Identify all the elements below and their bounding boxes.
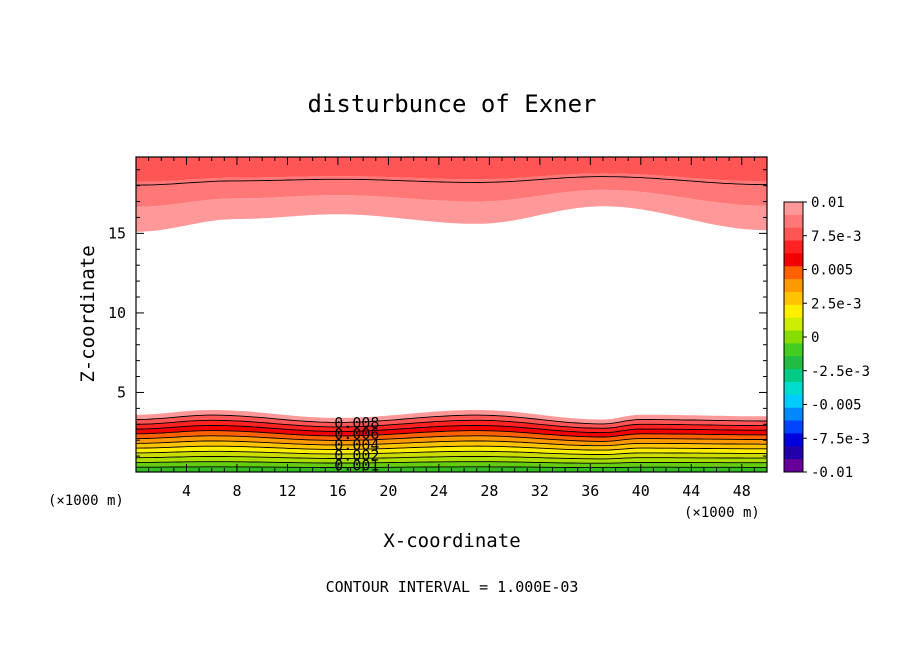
colorbar-label-7: -7.5e-3 [811,431,870,447]
bottom-contour-line-6 [135,440,767,447]
colorbar-swatch-16 [784,407,803,422]
bottom-contour-line-11 [135,414,767,425]
x-tick-label-24: 24 [430,482,448,500]
x-tick-label-44: 44 [682,482,700,500]
chart-title: disturbunce of Exner [308,90,597,118]
x-tick-label-16: 16 [329,482,347,500]
colorbar-swatch-5 [784,266,803,280]
top-band-2 [136,157,767,182]
colorbar-swatch-20 [784,459,803,473]
bottom-band-1 [136,461,767,468]
x-axis-ticks: 4 8 12 16 20 24 28 32 36 40 44 48 [148,157,755,500]
y-axis-ticks: 5 10 15 [108,169,767,457]
contour-label-1: 0.006 [334,425,379,443]
colorbar-label-6: -0.005 [811,398,862,414]
top-contour-line [136,176,767,186]
x-tick-label-36: 36 [581,482,599,500]
colorbar-swatch-14 [784,382,803,396]
bottom-band-4 [136,446,767,455]
colorbar-swatch-13 [784,369,803,383]
top-band-1 [136,173,767,207]
bottom-contour-line-5 [136,445,767,451]
colorbar-swatch-11 [784,343,803,357]
x-tick-label-32: 32 [531,482,549,500]
x-axis-unit-right: (×1000 m) [684,505,760,521]
colorbar-swatch-1 [784,214,803,229]
colorbar-swatch-19 [784,446,803,460]
colorbar-swatch-8 [784,304,803,319]
colorbar-swatch-6 [784,279,803,293]
top-band-0 [136,189,767,232]
bottom-band-11 [136,410,767,424]
contour-label-3: 0.002 [334,447,379,465]
bottom-contour-line-2 [135,461,767,464]
bottom-band-5 [136,441,767,451]
bottom-contour-line-4 [136,450,767,455]
colorbar-swatch-3 [784,240,803,254]
x-tick-label-8: 8 [232,482,241,500]
colorbar-swatch-10 [784,330,803,344]
colorbar-label-0: 0.01 [811,195,845,211]
colorbar-label-3: 2.5e-3 [811,296,862,312]
contour-label-2: 0.004 [334,436,379,454]
bottom-contour-line-10 [135,419,767,429]
colorbar-swatch-7 [784,292,803,306]
x-tick-label-48: 48 [733,482,751,500]
x-tick-label-28: 28 [480,482,498,500]
bottom-contour-line-8 [136,430,767,438]
colorbar-swatch-4 [784,253,803,267]
x-tick-label-20: 20 [379,482,397,500]
colorbar-label-5: -2.5e-3 [811,364,870,380]
bottom-contour-line-1 [136,466,767,469]
x-axis-label: X-coordinate [383,530,520,552]
colorbar-swatch-0 [784,202,803,216]
colorbar-label-2: 0.005 [811,263,853,279]
bottom-contour-line-3 [136,456,767,460]
bottom-band-6 [136,435,767,446]
colorbar-swatch-15 [784,394,803,409]
colorbar-label-1: 7.5e-3 [811,229,862,245]
contour-label-4: 0.001 [334,456,379,474]
contour-interval-note: CONTOUR INTERVAL = 1.000E-03 [326,578,579,596]
colorbar-swatch-9 [784,317,803,332]
x-axis-unit-left: (×1000 m) [48,493,124,509]
colorbar: 0.01 7.5e-3 0.005 2.5e-3 0 -2.5e-3 -0.005 -7.5e… [783,195,870,481]
y-tick-label-5: 5 [117,383,126,401]
x-tick-label-12: 12 [278,482,296,500]
colorbar-label-8: -0.01 [811,465,853,481]
colorbar-swatch-2 [784,227,803,242]
x-tick-label-40: 40 [632,482,650,500]
contour-label-0: 0.008 [334,414,379,432]
y-axis-label: Z-coordinate [77,245,99,382]
colorbar-swatch-12 [784,356,803,370]
bottom-contour-line-7 [136,435,767,442]
contour-lines [135,176,767,469]
colorbar-label-4: 0 [811,330,819,346]
bottom-contour-line-9 [136,425,767,434]
colorbar-swatch-18 [784,433,803,447]
y-tick-label-10: 10 [108,304,126,322]
y-tick-label-15: 15 [108,224,126,242]
colorbar-swatch-17 [784,420,803,434]
x-tick-label-4: 4 [182,482,191,500]
